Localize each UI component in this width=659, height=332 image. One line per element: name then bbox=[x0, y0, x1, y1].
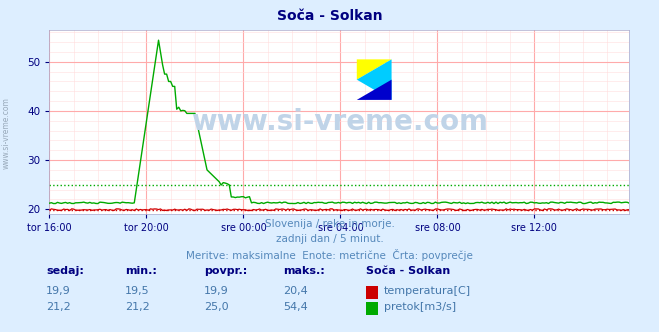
Text: 25,0: 25,0 bbox=[204, 302, 229, 312]
Text: Soča - Solkan: Soča - Solkan bbox=[277, 9, 382, 23]
Text: povpr.:: povpr.: bbox=[204, 266, 248, 276]
Text: Soča - Solkan: Soča - Solkan bbox=[366, 266, 450, 276]
Text: min.:: min.: bbox=[125, 266, 157, 276]
Text: maks.:: maks.: bbox=[283, 266, 325, 276]
Text: sedaj:: sedaj: bbox=[46, 266, 84, 276]
Text: www.si-vreme.com: www.si-vreme.com bbox=[2, 97, 11, 169]
Text: 20,4: 20,4 bbox=[283, 286, 308, 296]
Text: temperatura[C]: temperatura[C] bbox=[384, 286, 471, 296]
Text: zadnji dan / 5 minut.: zadnji dan / 5 minut. bbox=[275, 234, 384, 244]
Polygon shape bbox=[357, 59, 391, 80]
Text: 21,2: 21,2 bbox=[46, 302, 71, 312]
Text: 19,9: 19,9 bbox=[204, 286, 229, 296]
Polygon shape bbox=[357, 59, 391, 100]
Text: 19,5: 19,5 bbox=[125, 286, 150, 296]
Text: 19,9: 19,9 bbox=[46, 286, 71, 296]
Text: Slovenija / reke in morje.: Slovenija / reke in morje. bbox=[264, 219, 395, 229]
Text: Meritve: maksimalne  Enote: metrične  Črta: povprečje: Meritve: maksimalne Enote: metrične Črta… bbox=[186, 249, 473, 261]
Text: pretok[m3/s]: pretok[m3/s] bbox=[384, 302, 456, 312]
Text: www.si-vreme.com: www.si-vreme.com bbox=[191, 108, 488, 136]
Text: 54,4: 54,4 bbox=[283, 302, 308, 312]
Polygon shape bbox=[357, 80, 391, 100]
Text: 21,2: 21,2 bbox=[125, 302, 150, 312]
